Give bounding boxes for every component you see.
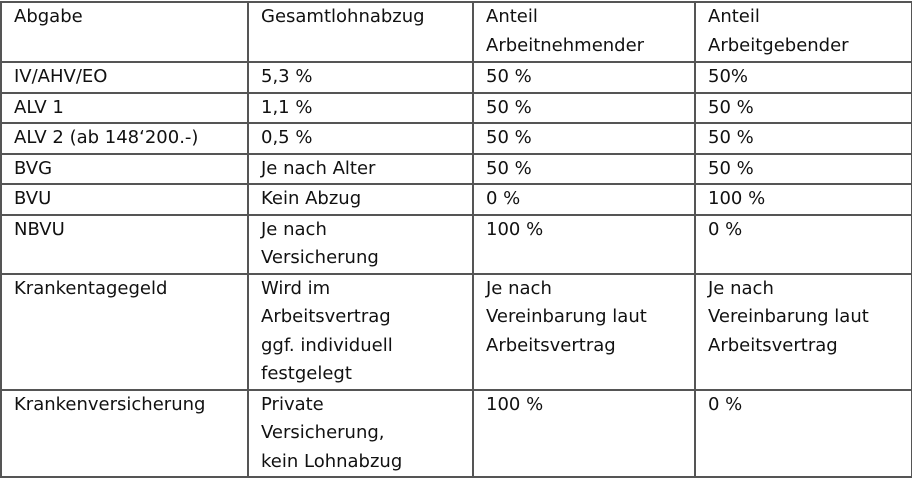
cell-abgabe: IV/AHV/EO bbox=[0, 61, 249, 94]
table-row: ALV 2 (ab 148‘200.-) 0,5 % 50 % 50 % bbox=[0, 122, 912, 155]
header-cell-arbeitnehmender: Anteil Arbeitnehmender bbox=[472, 1, 696, 63]
cell-arbeitnehmender: 50 % bbox=[472, 152, 696, 185]
header-cell-arbeitgebender: Anteil Arbeitgebender bbox=[694, 1, 912, 63]
header-cell-abgabe: Abgabe bbox=[0, 1, 249, 63]
cell-arbeitgebender: 50% bbox=[694, 61, 912, 94]
cell-arbeitgebender: 0 % bbox=[694, 388, 912, 478]
table-row: Krankentagegeld Wird im Arbeitsvertrag g… bbox=[0, 272, 912, 391]
table-row: ALV 1 1,1 % 50 % 50 % bbox=[0, 91, 912, 124]
cell-abgabe: NBVU bbox=[0, 213, 249, 275]
table-row: Krankenversicherung Private Versicherung… bbox=[0, 388, 912, 478]
cell-arbeitnehmender: 0 % bbox=[472, 183, 696, 216]
cell-abgabe: ALV 1 bbox=[0, 91, 249, 124]
cell-abgabe: ALV 2 (ab 148‘200.-) bbox=[0, 122, 249, 155]
cell-arbeitgebender: 50 % bbox=[694, 152, 912, 185]
cell-arbeitgebender: 0 % bbox=[694, 213, 912, 275]
table-row: NBVU Je nach Versicherung 100 % 0 % bbox=[0, 213, 912, 275]
cell-abgabe: Krankenversicherung bbox=[0, 388, 249, 478]
cell-gesamtlohnabzug: 0,5 % bbox=[247, 122, 474, 155]
cell-abgabe: BVU bbox=[0, 183, 249, 216]
cell-abgabe: Krankentagegeld bbox=[0, 272, 249, 391]
table-row: BVG Je nach Alter 50 % 50 % bbox=[0, 152, 912, 185]
cell-arbeitnehmender: 100 % bbox=[472, 388, 696, 478]
table-header-row: Abgabe Gesamtlohnabzug Anteil Arbeitnehm… bbox=[0, 1, 912, 63]
cell-gesamtlohnabzug: Kein Abzug bbox=[247, 183, 474, 216]
cell-arbeitnehmender: 50 % bbox=[472, 122, 696, 155]
cell-arbeitnehmender: 100 % bbox=[472, 213, 696, 275]
cell-gesamtlohnabzug: Wird im Arbeitsvertrag ggf. individuell … bbox=[247, 272, 474, 391]
cell-arbeitnehmender: 50 % bbox=[472, 91, 696, 124]
cell-arbeitnehmender: Je nach Vereinbarung laut Arbeitsvertrag bbox=[472, 272, 696, 391]
table-row: IV/AHV/EO 5,3 % 50 % 50% bbox=[0, 61, 912, 94]
cell-abgabe: BVG bbox=[0, 152, 249, 185]
cell-arbeitnehmender: 50 % bbox=[472, 61, 696, 94]
header-cell-gesamtlohnabzug: Gesamtlohnabzug bbox=[247, 1, 474, 63]
cell-arbeitgebender: Je nach Vereinbarung laut Arbeitsvertrag bbox=[694, 272, 912, 391]
cell-gesamtlohnabzug: Je nach Alter bbox=[247, 152, 474, 185]
table-row: BVU Kein Abzug 0 % 100 % bbox=[0, 183, 912, 216]
cell-gesamtlohnabzug: Private Versicherung, kein Lohnabzug bbox=[247, 388, 474, 478]
cell-gesamtlohnabzug: 5,3 % bbox=[247, 61, 474, 94]
cell-gesamtlohnabzug: Je nach Versicherung bbox=[247, 213, 474, 275]
cell-arbeitgebender: 100 % bbox=[694, 183, 912, 216]
cell-gesamtlohnabzug: 1,1 % bbox=[247, 91, 474, 124]
cell-arbeitgebender: 50 % bbox=[694, 122, 912, 155]
cell-arbeitgebender: 50 % bbox=[694, 91, 912, 124]
